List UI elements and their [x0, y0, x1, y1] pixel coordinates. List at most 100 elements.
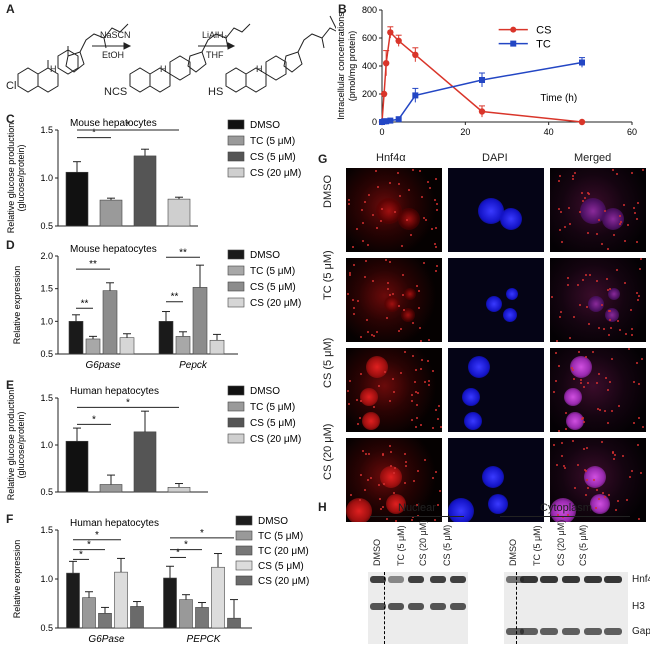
speckle [348, 203, 351, 206]
group-ncs: NCS [104, 86, 128, 98]
bar [227, 617, 241, 629]
legend-label-cs: CS [536, 25, 551, 37]
nucleus [360, 388, 378, 406]
speckle [596, 382, 599, 385]
nucleus [488, 494, 508, 514]
speckle [587, 382, 590, 385]
speckle [615, 173, 618, 176]
chemical-scheme [17, 15, 336, 93]
nucleus [398, 208, 420, 230]
speckle [360, 474, 363, 477]
sig-marker: * [126, 397, 130, 408]
nucleus [486, 296, 502, 312]
speckle [436, 203, 439, 206]
speckle [605, 277, 608, 280]
bar [167, 198, 191, 227]
speckle [606, 288, 609, 291]
speckle [393, 471, 396, 474]
nucleus [401, 308, 415, 322]
y-axis-label: Relative glucose production(glucose/prot… [6, 123, 26, 234]
speckle [431, 426, 434, 429]
speckle [389, 450, 392, 453]
col-header-merged: Merged [574, 152, 612, 164]
speckle [609, 287, 612, 290]
speckle [607, 309, 610, 312]
speckle [411, 355, 414, 358]
speckle [613, 233, 616, 236]
chart-d: Mouse hepatocytes 0.5 1.0 1.5 2.0 Relative ex… [12, 244, 301, 371]
y-axis-label-line1: Relative glucose production [6, 123, 16, 234]
speckle [373, 406, 376, 409]
bar [179, 599, 193, 629]
micrograph-hnf4a-dmso [346, 168, 442, 252]
y-tick-label: 1.0 [40, 316, 53, 326]
speckle [635, 240, 638, 243]
bar [211, 566, 225, 629]
band-nuclear-h3 [430, 603, 446, 610]
speckle [386, 281, 389, 284]
speckle [435, 246, 438, 249]
speckle [406, 219, 409, 222]
nucleus [566, 412, 584, 430]
row-label-cs20: CS (20 μM) [322, 423, 334, 480]
speckle [567, 207, 570, 210]
speckle [372, 214, 375, 217]
speckle [409, 233, 412, 236]
speckle [618, 215, 621, 218]
data-point-tc [383, 118, 390, 125]
speckle [399, 195, 402, 198]
legend-swatch [235, 515, 253, 526]
panel-label-a: A [6, 2, 15, 16]
speckle [572, 175, 575, 178]
band-nuclear-hnf4a [430, 576, 446, 583]
sig-marker: * [95, 530, 99, 541]
legend-label: CS (20 μM) [250, 168, 301, 179]
speckle [392, 378, 395, 381]
speckle [413, 479, 416, 482]
bar [133, 431, 157, 493]
legend-label: CS (5 μM) [250, 282, 296, 293]
speckle [371, 280, 374, 283]
speckle [434, 470, 437, 473]
speckle [407, 188, 410, 191]
speckle [433, 199, 436, 202]
speckle [612, 452, 615, 455]
bar [68, 321, 84, 355]
data-point-cs [380, 90, 388, 98]
speckle [595, 280, 598, 283]
speckle [436, 208, 439, 211]
nucleus [580, 198, 606, 224]
speckle [368, 194, 371, 197]
speckle [617, 404, 620, 407]
nucleus [404, 288, 416, 300]
speckle [563, 225, 566, 228]
bar [85, 338, 101, 355]
speckle [630, 470, 633, 473]
x-axis-label: Time (h) [540, 93, 577, 104]
y-axis-label-line2: (glucose/protein) [16, 144, 26, 211]
speckle [352, 307, 355, 310]
data-point-tc [412, 92, 419, 99]
nucleus [380, 466, 402, 488]
speckle [417, 306, 420, 309]
speckle [373, 335, 376, 338]
legend-label: TC (5 μM) [250, 402, 295, 413]
speckle [378, 484, 381, 487]
speckle [375, 169, 378, 172]
speckle [641, 168, 644, 171]
speckle [630, 308, 633, 311]
speckle [610, 327, 613, 330]
speckle [415, 284, 418, 287]
speckle [631, 328, 634, 331]
speckle [435, 265, 438, 268]
speckle [566, 284, 569, 287]
bar [99, 484, 123, 493]
bar [209, 339, 225, 355]
blot-divider-right [516, 572, 517, 644]
band-cyto-gapdh [604, 628, 622, 635]
micrograph-merged-cs5 [550, 348, 646, 432]
solvent-etoh: EtOH [102, 50, 125, 60]
speckle [365, 260, 368, 263]
nucleus [376, 198, 402, 224]
y-tick-label: 2.0 [40, 251, 53, 261]
